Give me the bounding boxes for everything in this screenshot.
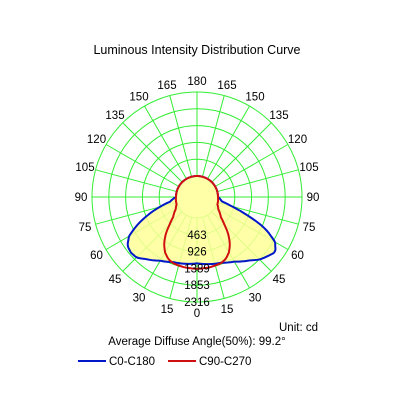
angle-label-right-135: 135 xyxy=(269,110,288,122)
angle-label-left-90: 90 xyxy=(75,192,88,204)
radial-label-1389: 1389 xyxy=(184,263,210,275)
angle-label-left-45: 45 xyxy=(109,274,122,286)
angle-label-right-15: 15 xyxy=(221,304,234,316)
grid-spoke-150 xyxy=(207,105,250,180)
angle-label-right-165: 165 xyxy=(217,80,236,92)
grid-spoke-135 xyxy=(211,122,272,183)
radial-tick-labels: 463 926 1389 1853 2316 xyxy=(184,230,210,309)
series-curve-c90-c270 xyxy=(163,175,231,270)
grid-spoke-120 xyxy=(214,144,289,187)
unit-label: Unit: cd xyxy=(279,322,318,334)
angle-label-right-150: 150 xyxy=(245,92,264,104)
angle-label-right-45: 45 xyxy=(273,274,286,286)
legend-label-c90-c270: C90-C270 xyxy=(199,356,251,368)
grid-spoke-105 xyxy=(217,169,299,193)
radial-label-926: 926 xyxy=(187,247,206,259)
intensity-curves xyxy=(126,175,277,270)
grid-spoke-195 xyxy=(169,95,193,177)
angle-label-left-60: 60 xyxy=(90,250,103,262)
grid-spoke-210 xyxy=(144,105,187,180)
grid-spoke-165 xyxy=(201,95,225,177)
angle-label-left-135: 135 xyxy=(105,110,124,122)
radial-label-2316: 2316 xyxy=(184,297,210,309)
angle-label-right-120: 120 xyxy=(288,134,307,146)
grid-spoke-255 xyxy=(95,169,177,193)
angle-label-right-180: 180 xyxy=(187,76,206,88)
angle-label-right-60: 60 xyxy=(291,250,304,262)
angle-label-right-105: 105 xyxy=(299,162,318,174)
angle-label-left-75: 75 xyxy=(79,222,92,234)
legend: C0-C180 C90-C270 xyxy=(78,356,251,368)
angle-label-left-120: 120 xyxy=(87,134,106,146)
angle-label-right-30: 30 xyxy=(249,293,262,305)
angle-label-left-165: 165 xyxy=(157,80,176,92)
angle-label-right-90: 90 xyxy=(307,192,320,204)
angle-label-right-0: 0 xyxy=(194,308,200,320)
legend-label-c0-c180: C0-C180 xyxy=(109,356,155,368)
diffuse-angle-note: Average Diffuse Angle(50%): 99.2° xyxy=(108,336,285,348)
angle-label-left-15: 15 xyxy=(161,304,174,316)
grid-spoke-240 xyxy=(105,144,180,187)
chart-title: Luminous Intensity Distribution Curve xyxy=(93,43,300,57)
radial-label-463: 463 xyxy=(187,230,206,242)
angle-label-left-30: 30 xyxy=(133,293,146,305)
angle-label-left-150: 150 xyxy=(129,92,148,104)
angle-label-left-105: 105 xyxy=(75,162,94,174)
radial-label-1853: 1853 xyxy=(184,280,210,292)
grid-spoke-225 xyxy=(122,122,183,183)
angle-label-right-75: 75 xyxy=(303,222,316,234)
